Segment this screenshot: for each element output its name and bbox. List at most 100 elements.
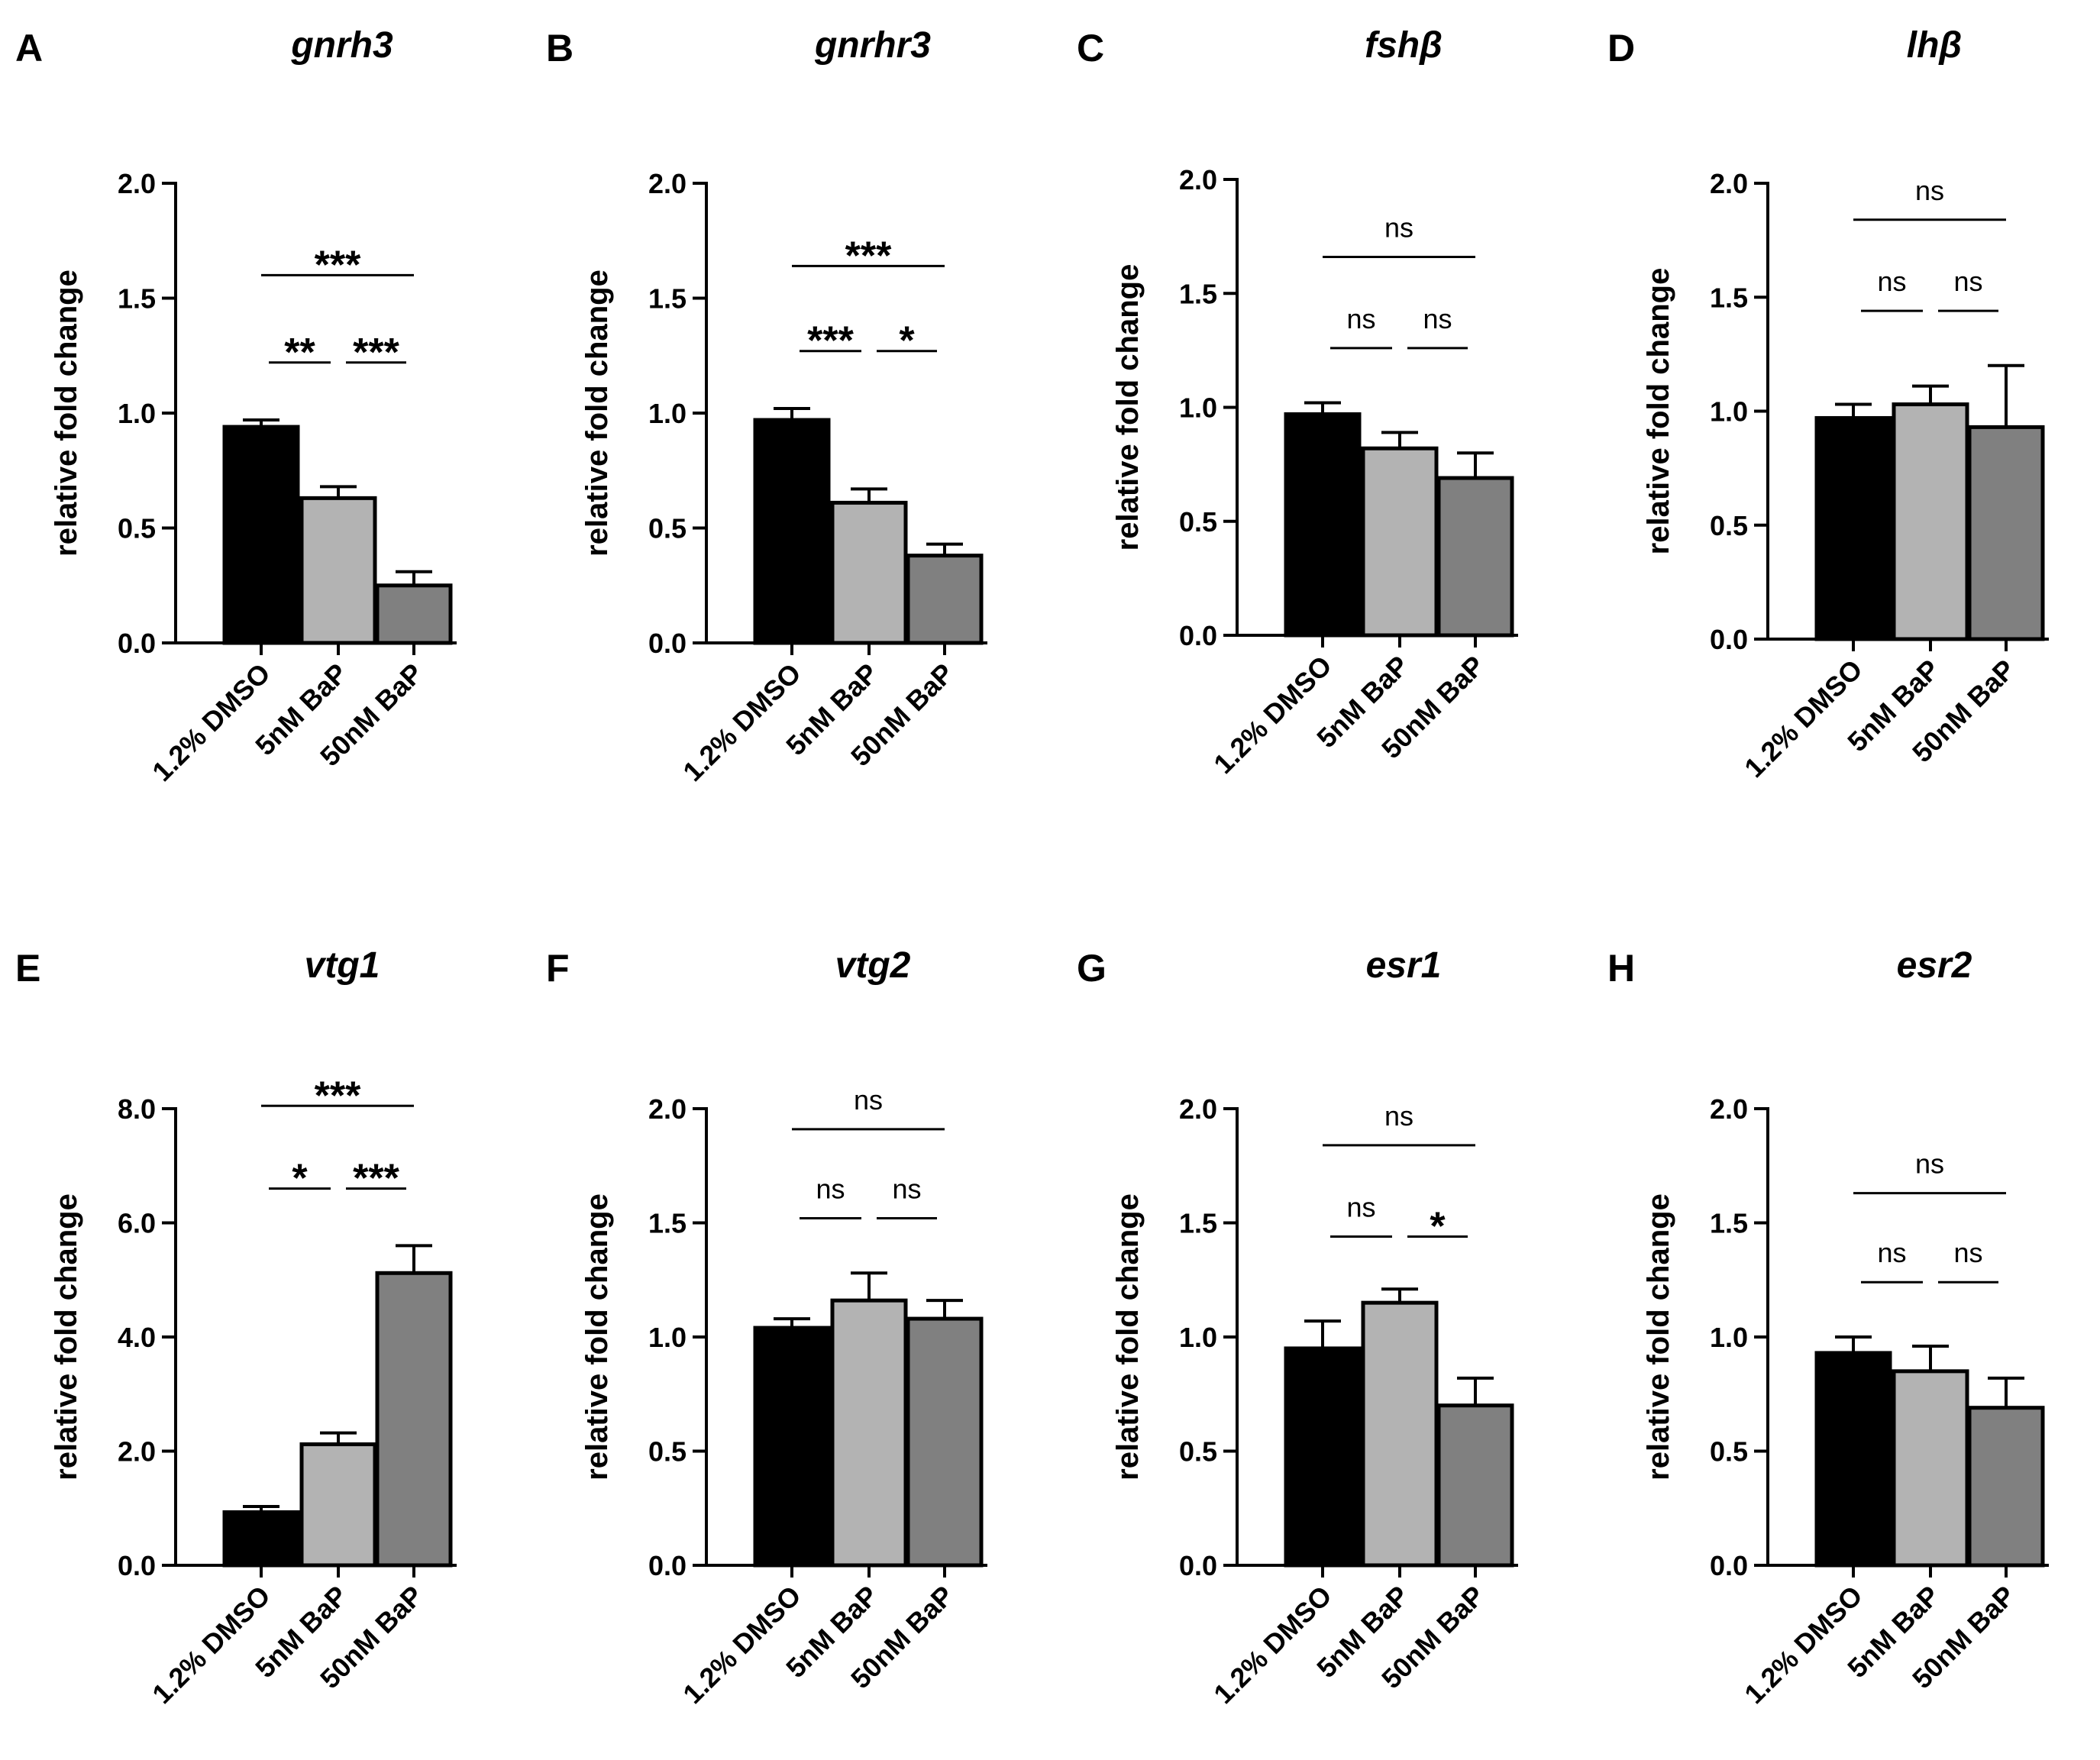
significance-label: ns xyxy=(1346,1191,1375,1222)
panel-letter: B xyxy=(546,27,573,69)
y-tick-label: 2.0 xyxy=(648,168,687,199)
y-tick-label: 0.5 xyxy=(118,513,156,544)
y-tick-label: 0.0 xyxy=(648,1550,687,1581)
y-tick-label: 0.0 xyxy=(648,628,687,659)
y-tick-label: 1.0 xyxy=(648,398,687,429)
y-axis-label: relative fold change xyxy=(1111,264,1145,551)
significance-label: ns xyxy=(1877,1237,1906,1268)
y-tick-label: 8.0 xyxy=(118,1093,156,1125)
bar xyxy=(1361,446,1439,638)
significance-label: *** xyxy=(807,319,854,363)
x-category-label: 1.2% DMSO xyxy=(146,1580,276,1710)
y-axis-label: relative fold change xyxy=(1642,1193,1675,1481)
bar xyxy=(1967,1406,2045,1568)
significance-label: ns xyxy=(854,1084,883,1116)
panel-letter: C xyxy=(1077,27,1104,69)
significance-label: *** xyxy=(845,234,892,278)
significance-label: *** xyxy=(353,1157,399,1201)
x-category-label: 1.2% DMSO xyxy=(1207,650,1337,780)
y-tick-label: 1.5 xyxy=(1179,278,1217,309)
bar xyxy=(906,1316,984,1568)
y-tick-label: 0.0 xyxy=(118,1550,156,1581)
significance-label: ** xyxy=(284,331,315,375)
significance-label: ns xyxy=(1423,303,1452,334)
bar xyxy=(1892,1369,1969,1568)
bar xyxy=(906,554,984,645)
panel-letter: E xyxy=(15,947,40,990)
significance-label: *** xyxy=(353,331,399,375)
bar xyxy=(830,500,908,645)
significance-label: * xyxy=(292,1157,308,1201)
significance-label: ns xyxy=(1915,175,1944,206)
bar xyxy=(1284,412,1362,638)
significance-label: * xyxy=(899,319,915,363)
y-tick-label: 0.5 xyxy=(1179,506,1217,538)
x-category-label: 1.2% DMSO xyxy=(146,657,276,787)
bar xyxy=(1814,415,1892,641)
significance-label: ns xyxy=(1915,1148,1944,1180)
x-category-label: 1.2% DMSO xyxy=(677,657,806,787)
y-tick-label: 1.0 xyxy=(1710,1322,1748,1353)
y-axis-label: relative fold change xyxy=(50,270,83,557)
chart-title: esr1 xyxy=(1366,945,1442,986)
y-tick-label: 1.5 xyxy=(1179,1208,1217,1239)
y-axis-label: relative fold change xyxy=(1642,268,1675,555)
bar xyxy=(1892,402,1969,641)
y-tick-label: 2.0 xyxy=(1710,1093,1748,1125)
y-tick-label: 4.0 xyxy=(118,1322,156,1353)
panel-letter: F xyxy=(546,947,570,990)
panel-letter: G xyxy=(1077,947,1107,990)
y-tick-label: 0.5 xyxy=(1710,1436,1748,1468)
chart-title: esr2 xyxy=(1897,945,1972,986)
y-tick-label: 1.5 xyxy=(1710,1208,1748,1239)
bar xyxy=(1361,1300,1439,1568)
significance-label: ns xyxy=(816,1174,845,1205)
y-tick-label: 1.0 xyxy=(1710,396,1748,428)
bar xyxy=(1967,425,2045,641)
y-tick-label: 0.0 xyxy=(1179,1550,1217,1581)
chart-title: fshβ xyxy=(1365,25,1443,66)
y-tick-label: 1.5 xyxy=(648,283,687,315)
bar xyxy=(1814,1351,1892,1568)
bar xyxy=(753,1326,831,1568)
significance-label: ns xyxy=(892,1174,921,1205)
y-tick-label: 0.5 xyxy=(648,513,687,544)
y-tick-label: 2.0 xyxy=(1710,168,1748,199)
y-tick-label: 0.5 xyxy=(648,1436,687,1468)
y-tick-label: 6.0 xyxy=(118,1208,156,1239)
bar xyxy=(1284,1346,1362,1568)
panel-letter: D xyxy=(1607,27,1635,69)
chart-title: gnrh3 xyxy=(290,25,393,66)
bar xyxy=(375,583,453,645)
bar xyxy=(222,425,300,645)
y-tick-label: 0.0 xyxy=(1710,1550,1748,1581)
y-tick-label: 2.0 xyxy=(118,1436,156,1468)
y-tick-label: 1.0 xyxy=(1179,392,1217,424)
y-tick-label: 1.0 xyxy=(1179,1322,1217,1353)
y-tick-label: 0.5 xyxy=(1179,1436,1217,1468)
y-tick-label: 0.0 xyxy=(1179,620,1217,651)
chart-title: vtg2 xyxy=(835,945,911,986)
bar xyxy=(830,1298,908,1568)
bar xyxy=(1436,476,1514,638)
significance-label: ns xyxy=(1877,266,1906,297)
y-tick-label: 0.5 xyxy=(1710,510,1748,541)
y-tick-label: 1.5 xyxy=(648,1208,687,1239)
y-tick-label: 2.0 xyxy=(118,168,156,199)
bar xyxy=(375,1271,453,1568)
y-tick-label: 1.5 xyxy=(1710,282,1748,313)
y-tick-label: 2.0 xyxy=(648,1093,687,1125)
chart-title: vtg1 xyxy=(305,945,380,986)
x-category-label: 1.2% DMSO xyxy=(1738,1580,1868,1710)
y-axis-label: relative fold change xyxy=(1111,1193,1145,1481)
significance-label: ns xyxy=(1953,1237,1982,1268)
bar xyxy=(299,1442,377,1568)
y-axis-label: relative fold change xyxy=(50,1193,83,1481)
